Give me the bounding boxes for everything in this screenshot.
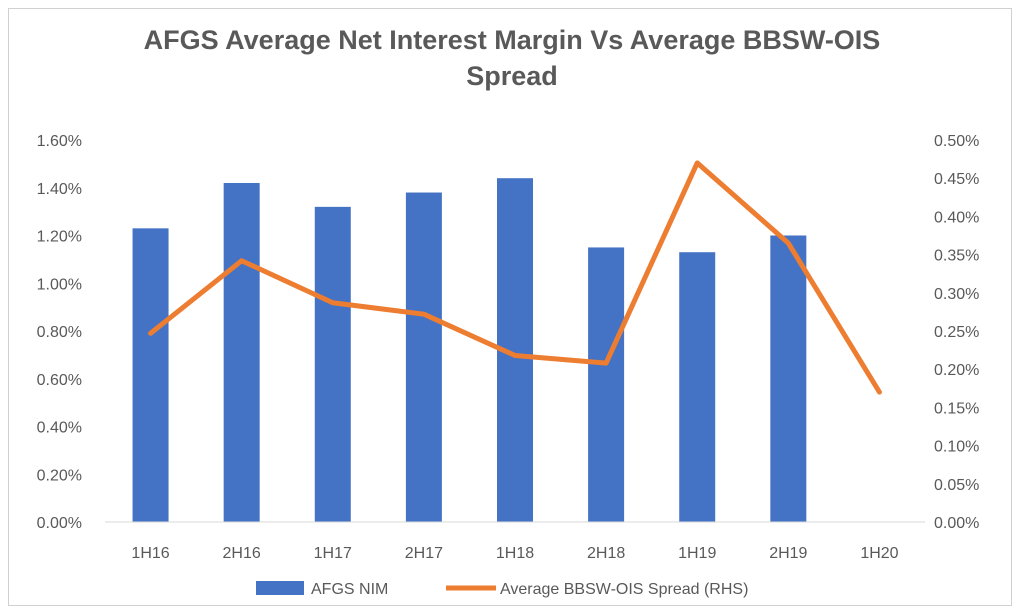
y-right-tick-label: 0.20% — [934, 362, 979, 379]
x-tick-label: 1H19 — [678, 545, 716, 562]
y-right-tick-label: 0.00% — [934, 515, 979, 532]
bar-afgs-nim — [405, 192, 442, 522]
y-left-tick-label: 0.20% — [37, 467, 82, 484]
y-left-tick-label: 1.60% — [37, 133, 82, 150]
y-right-tick-label: 0.05% — [934, 477, 979, 494]
y-right-tick-label: 0.25% — [934, 324, 979, 341]
x-tick-label: 1H18 — [496, 545, 534, 562]
x-tick-label: 1H16 — [131, 545, 169, 562]
bar-afgs-nim — [588, 247, 625, 522]
y-left-tick-label: 0.40% — [37, 420, 82, 437]
chart-title: AFGS Average Net Interest Margin Vs Aver… — [143, 25, 881, 91]
x-tick-label: 2H17 — [405, 545, 443, 562]
y-right-tick-label: 0.30% — [934, 286, 979, 303]
y-right-tick-label: 0.45% — [934, 171, 979, 188]
bar-afgs-nim — [132, 228, 169, 522]
x-tick-label: 2H18 — [587, 545, 625, 562]
y-left-tick-label: 1.00% — [37, 276, 82, 293]
legend-swatch-afgs-nim — [256, 581, 304, 595]
bar-afgs-nim — [314, 206, 351, 522]
y-left-tick-label: 1.40% — [37, 181, 82, 198]
y-right-tick-label: 0.15% — [934, 400, 979, 417]
legend-label-afgs-nim: AFGS NIM — [311, 581, 388, 598]
y-left-tick-label: 0.80% — [37, 324, 82, 341]
y-left-tick-label: 0.60% — [37, 372, 82, 389]
x-tick-label: 1H17 — [314, 545, 352, 562]
x-tick-label: 1H20 — [860, 545, 898, 562]
y-right-tick-label: 0.50% — [934, 133, 979, 150]
y-right-tick-label: 0.40% — [934, 209, 979, 226]
x-tick-label: 2H16 — [223, 545, 261, 562]
bar-afgs-nim — [679, 252, 716, 522]
y-right-tick-label: 0.35% — [934, 248, 979, 265]
bar-afgs-nim — [770, 235, 807, 522]
y-left-tick-label: 1.20% — [37, 229, 82, 246]
y-right-tick-label: 0.10% — [934, 439, 979, 456]
bar-afgs-nim — [223, 182, 260, 522]
legend-label-bbsw-ois-spread: Average BBSW-OIS Spread (RHS) — [500, 581, 748, 598]
x-tick-label: 2H19 — [769, 545, 807, 562]
y-left-tick-label: 0.00% — [37, 515, 82, 532]
